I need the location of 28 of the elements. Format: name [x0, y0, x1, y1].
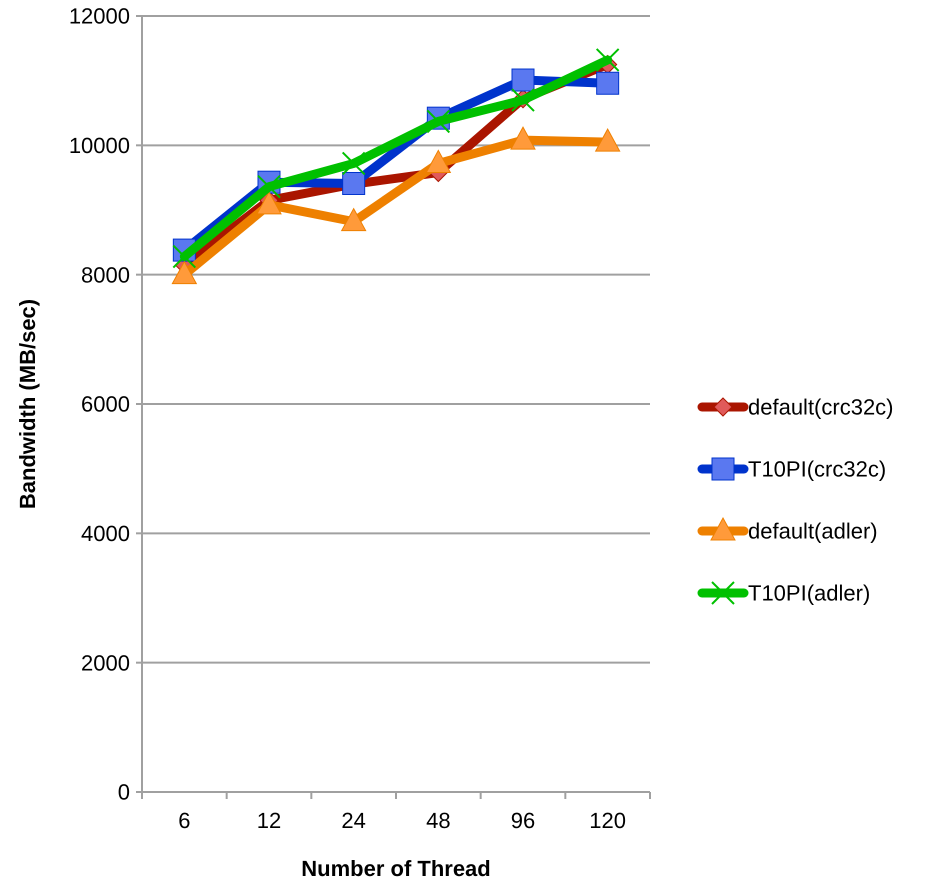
point	[511, 88, 535, 112]
point	[172, 244, 196, 269]
x-tick-label: 6	[178, 808, 190, 833]
x-tick-label: 120	[589, 808, 626, 833]
y-tick-label: 2000	[81, 650, 130, 676]
point	[596, 72, 620, 95]
y-tick-label: 10000	[68, 133, 130, 158]
y-tick-label: 12000	[68, 4, 130, 29]
legend-label: default(adler)	[748, 518, 878, 544]
point	[342, 172, 366, 195]
legend-label: T10PI(crc32c)	[748, 456, 886, 482]
x-tick-label: 96	[510, 808, 536, 833]
point	[426, 109, 450, 134]
x-tick-label: 48	[426, 808, 451, 833]
point	[596, 48, 620, 72]
legend-label: default(crc32c)	[748, 394, 894, 420]
x-tick-label: 12	[256, 808, 282, 833]
legend-label: T10PI(adler)	[748, 580, 870, 606]
y-tick-label: 6000	[81, 392, 130, 417]
y-tick-label: 8000	[81, 262, 130, 288]
x-axis-title: Number of Thread	[301, 856, 491, 879]
x-tick-label: 24	[341, 808, 366, 833]
y-tick-label: 4000	[81, 521, 130, 546]
y-axis-title: Bandwidth (MB/sec)	[15, 298, 40, 510]
y-tick-label: 0	[118, 780, 130, 805]
point	[512, 68, 534, 92]
point	[342, 151, 366, 176]
point	[257, 174, 281, 199]
